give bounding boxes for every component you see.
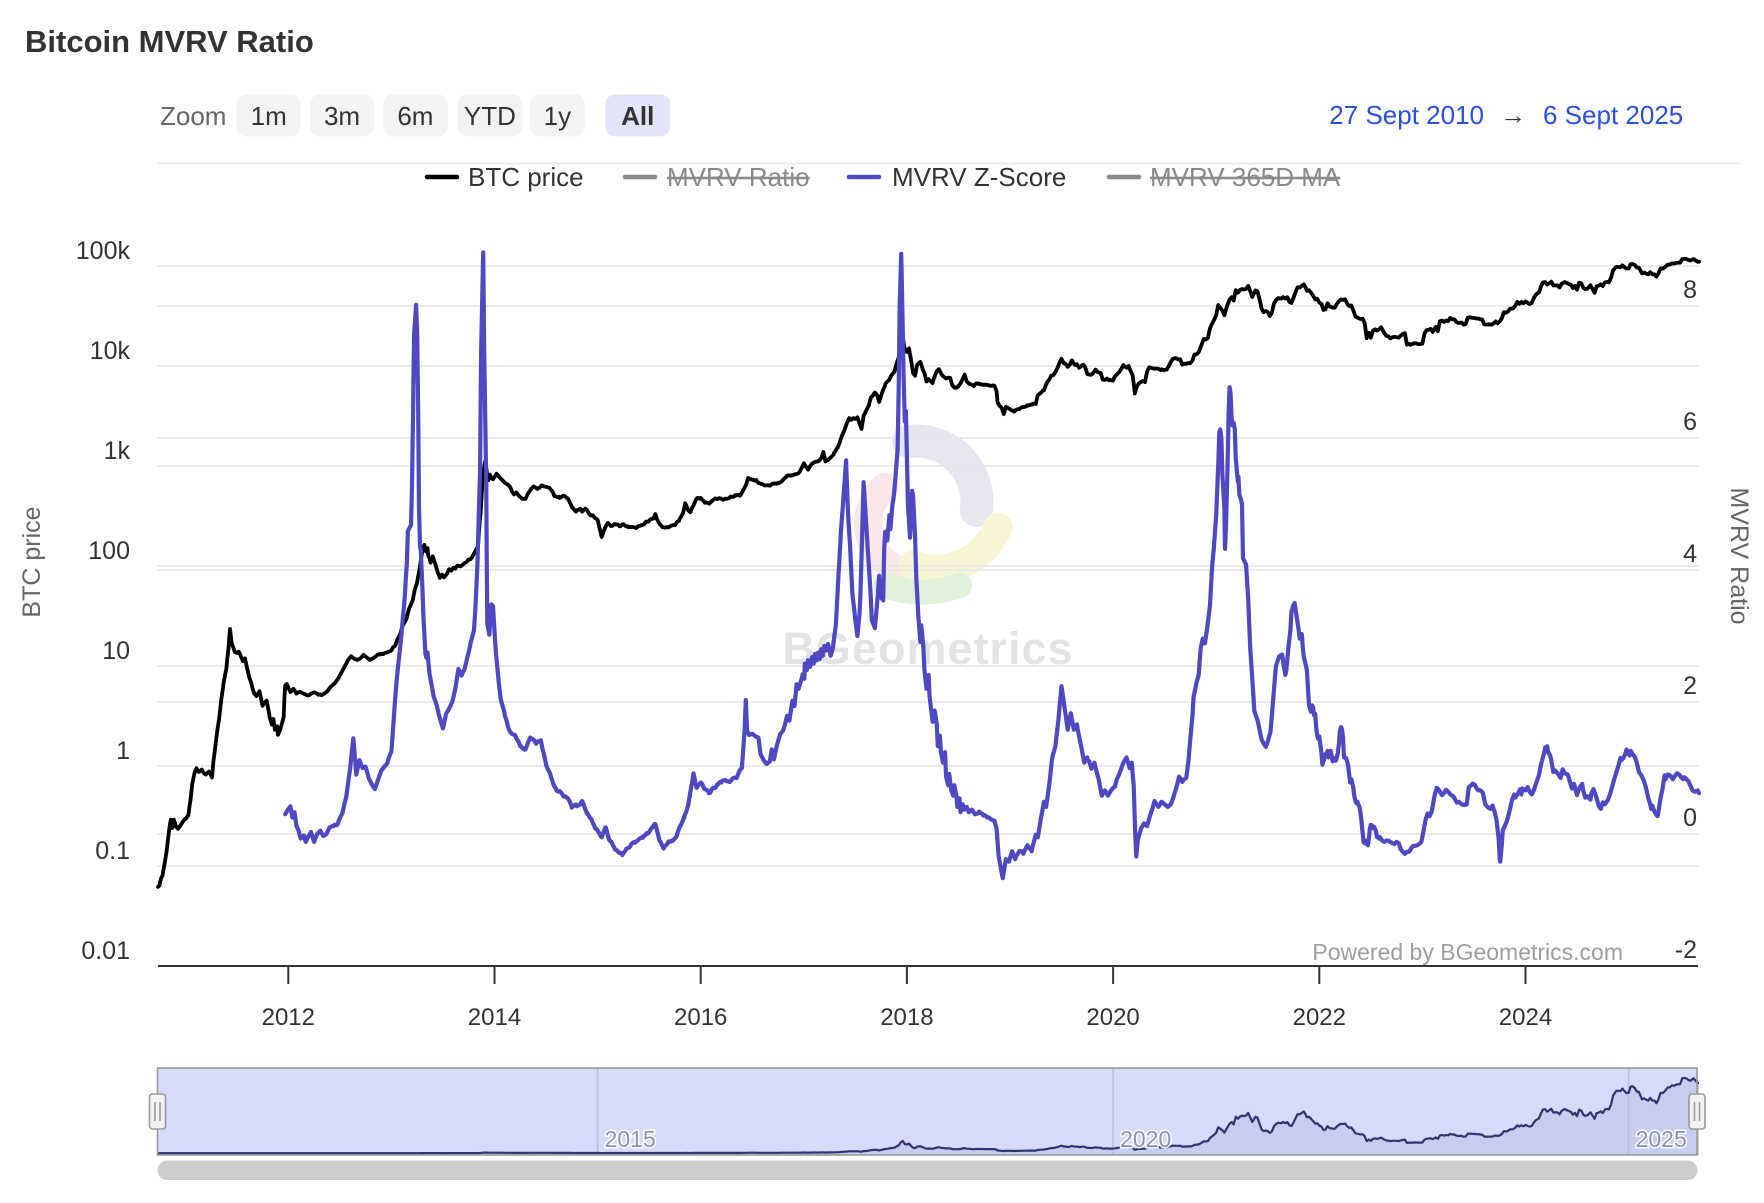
svg-text:Powered by BGeometrics.com: Powered by BGeometrics.com [1312,939,1623,965]
svg-text:6 Sept 2025: 6 Sept 2025 [1543,100,1683,130]
svg-text:1: 1 [116,737,130,765]
svg-text:2024: 2024 [1499,1004,1552,1031]
svg-text:-2: -2 [1675,936,1697,964]
svg-text:2015: 2015 [605,1126,656,1152]
svg-text:Zoom: Zoom [160,101,226,131]
svg-text:1m: 1m [251,101,287,131]
svg-text:2018: 2018 [880,1004,933,1031]
svg-text:1y: 1y [544,101,571,131]
svg-text:2022: 2022 [1293,1004,1346,1031]
svg-text:6: 6 [1683,408,1697,436]
svg-text:2020: 2020 [1086,1004,1139,1031]
svg-text:8: 8 [1683,276,1697,304]
svg-text:27 Sept 2010: 27 Sept 2010 [1329,100,1484,130]
svg-text:2: 2 [1683,672,1697,700]
svg-text:6m: 6m [397,101,433,131]
svg-text:4: 4 [1683,540,1697,568]
svg-text:10k: 10k [90,337,131,365]
svg-text:YTD: YTD [464,101,516,131]
svg-text:MVRV Ratio: MVRV Ratio [667,162,810,192]
svg-text:All: All [621,101,654,131]
svg-text:100k: 100k [76,237,131,265]
svg-text:0.1: 0.1 [95,837,130,865]
svg-text:2012: 2012 [262,1004,315,1031]
svg-text:MVRV Z-Score: MVRV Z-Score [892,162,1066,192]
svg-text:→: → [1500,100,1526,130]
svg-text:10: 10 [102,637,130,665]
svg-text:0.01: 0.01 [81,937,130,965]
svg-text:2016: 2016 [674,1004,727,1031]
svg-text:MVRV 365D MA: MVRV 365D MA [1150,162,1341,192]
svg-text:2014: 2014 [468,1004,521,1031]
svg-text:100: 100 [88,537,130,565]
svg-text:BTC price: BTC price [18,506,46,617]
svg-text:Bitcoin MVRV Ratio: Bitcoin MVRV Ratio [25,24,314,59]
svg-text:MVRV Ratio: MVRV Ratio [1725,487,1753,624]
svg-text:0: 0 [1683,804,1697,832]
svg-text:2025: 2025 [1636,1126,1687,1152]
svg-text:2020: 2020 [1120,1126,1171,1152]
svg-text:BTC price: BTC price [468,162,584,192]
svg-text:3m: 3m [324,101,360,131]
svg-text:1k: 1k [104,437,131,465]
